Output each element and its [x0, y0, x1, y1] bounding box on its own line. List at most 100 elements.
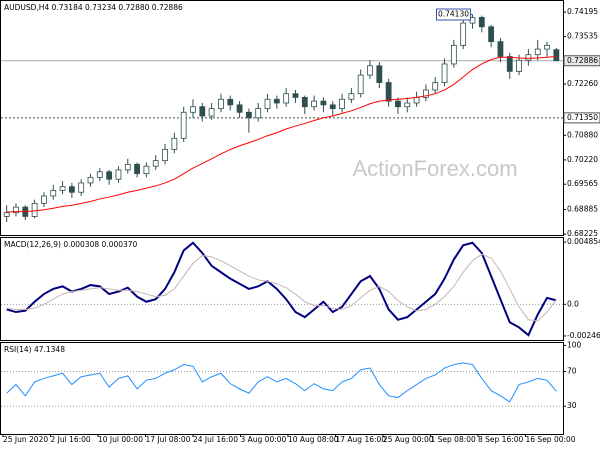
y-tick-label: 30 — [567, 401, 577, 410]
candle-body — [516, 59, 522, 72]
candle-body — [488, 26, 495, 43]
panel-title: AUDUSD,H4 0.73184 0.73234 0.72880 0.7288… — [4, 3, 183, 12]
watermark: ActionForex.com — [352, 156, 517, 181]
candle-body — [423, 89, 429, 98]
candle-body — [357, 74, 364, 95]
candle-body — [162, 149, 168, 162]
indicator-line — [6, 253, 557, 322]
candle-body — [311, 100, 318, 108]
candle-body — [264, 98, 271, 109]
indicator-line — [6, 56, 557, 213]
y-tick-label: 0.70880 — [567, 130, 598, 139]
candle-body — [441, 63, 448, 83]
indicator-line — [6, 241, 557, 337]
candle-body — [404, 102, 411, 108]
candle-body — [413, 97, 420, 104]
panel-title: MACD(12,26,9) 0.000308 0.000370 — [4, 240, 138, 249]
panel-title: RSI(14) 47.1348 — [4, 345, 65, 354]
high-label: 0.74130 — [438, 10, 469, 19]
candle-body — [68, 186, 75, 193]
candle-body — [50, 189, 57, 197]
candle-body — [59, 186, 66, 191]
y-tick-label: 100 — [567, 340, 582, 349]
candle-body — [180, 111, 187, 139]
candle-body — [273, 98, 280, 104]
candle-body — [171, 137, 178, 150]
candle-body — [3, 212, 10, 217]
candle-body — [460, 22, 467, 46]
y-tick-label: 0.0 — [567, 299, 579, 308]
candle-body — [236, 104, 243, 113]
candle-body — [432, 82, 439, 91]
price-level-label: 0.72886 — [567, 56, 598, 65]
panel-frame — [0, 342, 564, 435]
candle-body — [218, 98, 224, 109]
candle-body — [339, 98, 345, 109]
x-tick-label: 8 Sep 16:00 — [478, 435, 524, 444]
candle-body — [553, 49, 560, 62]
candle-body — [255, 108, 262, 119]
indicator-line — [6, 362, 557, 403]
candle-body — [348, 93, 355, 100]
candle-body — [385, 82, 392, 102]
candle-body — [395, 100, 401, 108]
candle-body — [87, 176, 94, 184]
y-tick-label: 0.70220 — [567, 155, 598, 164]
x-tick-label: 24 Jul 16:00 — [193, 435, 238, 444]
candle-body — [190, 106, 196, 113]
y-tick-label: -0.002465 — [567, 331, 600, 340]
candle-body — [31, 202, 38, 217]
candle-body — [320, 100, 327, 106]
y-tick-label: 0.68885 — [567, 205, 598, 214]
high-label-box — [435, 8, 471, 21]
candle-body — [134, 163, 140, 175]
candle-body — [78, 182, 85, 193]
y-tick-label: 0.72260 — [567, 79, 598, 88]
candle-body — [124, 163, 131, 171]
y-tick-label: 70 — [567, 367, 577, 376]
candle-body — [143, 165, 150, 175]
candle-body — [534, 48, 541, 56]
price-level-box — [563, 55, 600, 67]
candle-body — [478, 17, 485, 28]
candle-body — [152, 160, 159, 167]
x-tick-label: 1 Sep 08:00 — [431, 435, 477, 444]
candle-body — [96, 171, 103, 178]
y-tick-label: 0.004854 — [567, 237, 600, 246]
x-tick-label: 25 Jun 2020 — [3, 435, 48, 444]
x-tick-label: 16 Sep 00:00 — [526, 435, 576, 444]
candle-body — [106, 171, 113, 180]
price-level-label: 0.71350 — [567, 113, 598, 122]
x-tick-label: 17 Aug 16:00 — [336, 435, 387, 444]
x-tick-label: 2 Jul 16:00 — [51, 435, 91, 444]
candle-body — [292, 93, 299, 98]
y-tick-label: 0.69565 — [567, 179, 598, 188]
y-tick-label: 0.74195 — [567, 7, 598, 16]
candle-body — [506, 56, 513, 72]
candle-body — [525, 54, 532, 61]
x-tick-label: 17 Jul 08:00 — [146, 435, 191, 444]
candle-body — [301, 97, 308, 108]
price-level-box — [563, 112, 600, 124]
candle-body — [497, 41, 504, 57]
candle-body — [245, 111, 252, 119]
candle-body — [544, 44, 550, 50]
candle-body — [41, 195, 47, 204]
candle-body — [329, 104, 336, 109]
x-tick-label: 10 Jul 00:00 — [98, 435, 143, 444]
y-tick-label: 0.73535 — [567, 32, 598, 41]
candle-body — [13, 206, 19, 214]
panel-frame — [0, 237, 564, 341]
x-tick-label: 3 Aug 00:00 — [241, 435, 287, 444]
x-tick-label: 10 Aug 08:00 — [288, 435, 339, 444]
candle-body — [115, 169, 122, 180]
candle-body — [199, 106, 206, 117]
y-tick-label: 0.68225 — [567, 229, 598, 238]
candle-body — [283, 93, 290, 104]
candle-body — [227, 98, 234, 106]
candle-body — [208, 108, 215, 117]
x-tick-label: 25 Aug 00:00 — [383, 435, 434, 444]
candle-body — [376, 65, 383, 83]
